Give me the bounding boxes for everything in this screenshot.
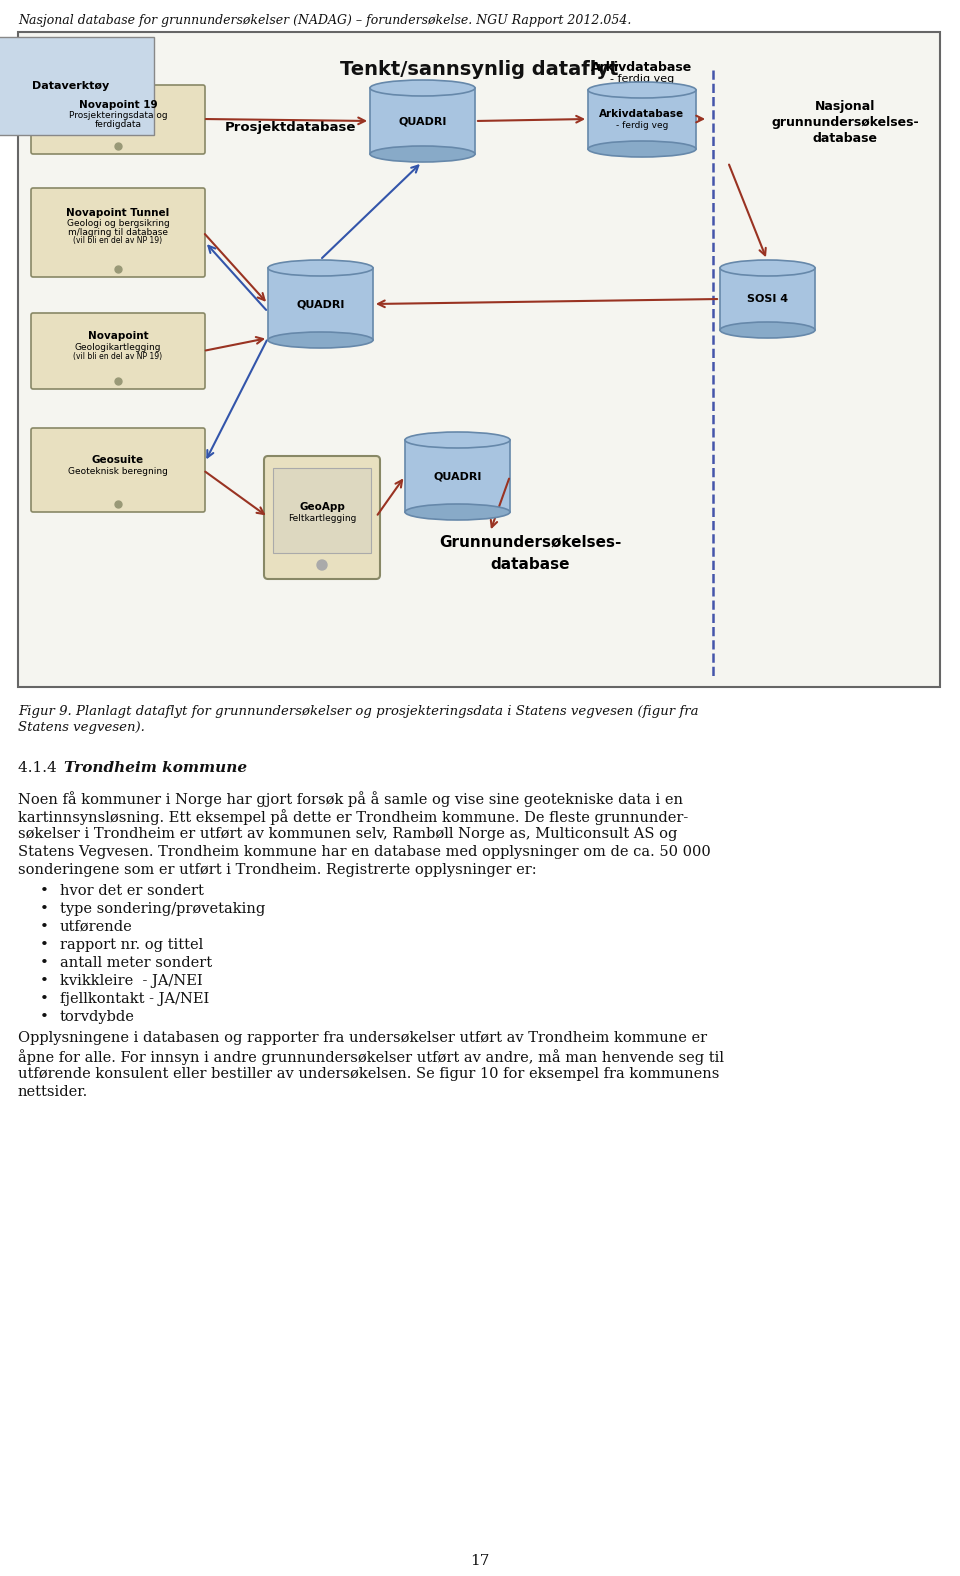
Ellipse shape	[268, 333, 373, 348]
Text: kvikkleire  - JA/NEI: kvikkleire - JA/NEI	[60, 974, 203, 988]
Text: Arkivdatabase: Arkivdatabase	[599, 109, 684, 118]
Text: Figur 9. Planlagt dataflyt for grunnundersøkelser og prosjekteringsdata i Staten: Figur 9. Planlagt dataflyt for grunnunde…	[18, 704, 699, 719]
Text: - ferdig veg: - ferdig veg	[615, 121, 668, 129]
Text: Trondheim kommune: Trondheim kommune	[64, 761, 247, 775]
Text: rapport nr. og tittel: rapport nr. og tittel	[60, 938, 204, 952]
Text: hvor det er sondert: hvor det er sondert	[60, 884, 204, 898]
Text: •: •	[40, 938, 49, 952]
Text: - ferdig veg: - ferdig veg	[610, 74, 674, 84]
Text: Geoteknisk beregning: Geoteknisk beregning	[68, 466, 168, 476]
Text: Geologikartlegging: Geologikartlegging	[75, 342, 161, 351]
Text: Prosjektdatabase: Prosjektdatabase	[225, 120, 356, 134]
Text: m/lagring til database: m/lagring til database	[68, 229, 168, 236]
Text: fjellkontakt - JA/NEI: fjellkontakt - JA/NEI	[60, 991, 209, 1005]
Text: QUADRI: QUADRI	[433, 471, 482, 481]
FancyBboxPatch shape	[31, 314, 205, 389]
Text: utførende: utførende	[60, 920, 132, 935]
Ellipse shape	[720, 260, 815, 276]
Text: Nasjonal database for grunnundersøkelser (NADAG) – forundersøkelse. NGU Rapport : Nasjonal database for grunnundersøkelser…	[18, 14, 632, 27]
FancyBboxPatch shape	[31, 188, 205, 277]
Text: •: •	[40, 974, 49, 988]
Text: QUADRI: QUADRI	[398, 117, 446, 126]
FancyBboxPatch shape	[18, 32, 940, 687]
Text: Geologi og bergsikring: Geologi og bergsikring	[66, 219, 169, 229]
Text: •: •	[40, 920, 49, 935]
Text: søkelser i Trondheim er utført av kommunen selv, Rambøll Norge as, Multiconsult : søkelser i Trondheim er utført av kommun…	[18, 827, 678, 842]
FancyBboxPatch shape	[588, 90, 696, 150]
Text: ferdigdata: ferdigdata	[94, 120, 141, 129]
Text: antall meter sondert: antall meter sondert	[60, 957, 212, 969]
FancyBboxPatch shape	[273, 468, 371, 553]
Text: Statens vegvesen).: Statens vegvesen).	[18, 720, 145, 734]
FancyBboxPatch shape	[31, 85, 205, 154]
Text: sonderingene som er utført i Trondheim. Registrerte opplysninger er:: sonderingene som er utført i Trondheim. …	[18, 864, 537, 876]
Text: kartinnsynsløsning. Ett eksempel på dette er Trondheim kommune. De fleste grunnu: kartinnsynsløsning. Ett eksempel på dett…	[18, 808, 688, 824]
Text: •: •	[40, 884, 49, 898]
Text: GeoApp: GeoApp	[300, 503, 345, 512]
FancyBboxPatch shape	[31, 429, 205, 512]
Text: Arkivdatabase: Arkivdatabase	[591, 61, 692, 74]
FancyBboxPatch shape	[405, 440, 510, 512]
Text: Feltkartlegging: Feltkartlegging	[288, 514, 356, 523]
Text: Novapoint Tunnel: Novapoint Tunnel	[66, 208, 170, 217]
Circle shape	[317, 559, 327, 571]
Text: 4.1.4: 4.1.4	[18, 761, 66, 775]
Ellipse shape	[268, 260, 373, 276]
Ellipse shape	[588, 82, 696, 98]
Text: Prosjekteringsdata og: Prosjekteringsdata og	[69, 110, 167, 120]
FancyBboxPatch shape	[720, 268, 815, 329]
Text: •: •	[40, 957, 49, 969]
Text: torvdybde: torvdybde	[60, 1010, 134, 1024]
Text: QUADRI: QUADRI	[297, 299, 345, 309]
Text: •: •	[40, 901, 49, 916]
Text: (vil bli en del av NP 19): (vil bli en del av NP 19)	[73, 351, 162, 361]
FancyBboxPatch shape	[370, 88, 475, 154]
FancyBboxPatch shape	[264, 455, 380, 578]
FancyBboxPatch shape	[268, 268, 373, 340]
Text: grunnundersøkelses-: grunnundersøkelses-	[771, 117, 919, 129]
Ellipse shape	[588, 140, 696, 158]
Ellipse shape	[370, 147, 475, 162]
Text: 17: 17	[470, 1554, 490, 1568]
Text: Novapoint: Novapoint	[87, 331, 148, 340]
Ellipse shape	[720, 322, 815, 337]
Text: Tenkt/sannsynlig dataflyt: Tenkt/sannsynlig dataflyt	[340, 60, 618, 79]
Text: database: database	[491, 556, 569, 572]
Text: åpne for alle. For innsyn i andre grunnundersøkelser utført av andre, må man hen: åpne for alle. For innsyn i andre grunnu…	[18, 1050, 724, 1065]
Text: Grunnundersøkelses-: Grunnundersøkelses-	[439, 534, 621, 550]
Text: type sondering/prøvetaking: type sondering/prøvetaking	[60, 901, 265, 916]
Text: Statens Vegvesen. Trondheim kommune har en database med opplysninger om de ca. 5: Statens Vegvesen. Trondheim kommune har …	[18, 845, 710, 859]
Text: utførende konsulent eller bestiller av undersøkelsen. Se figur 10 for eksempel f: utførende konsulent eller bestiller av u…	[18, 1067, 719, 1081]
Text: Nasjonal: Nasjonal	[815, 99, 876, 113]
Text: Novapoint 19: Novapoint 19	[79, 99, 157, 109]
Text: •: •	[40, 991, 49, 1005]
Ellipse shape	[405, 504, 510, 520]
Text: Dataverktøy: Dataverktøy	[32, 80, 109, 91]
Text: SOSI 4: SOSI 4	[747, 295, 788, 304]
Text: (vil bli en del av NP 19): (vil bli en del av NP 19)	[73, 236, 162, 244]
Text: Geosuite: Geosuite	[92, 455, 144, 465]
Text: database: database	[812, 132, 877, 145]
Text: Noen få kommuner i Norge har gjort forsøk på å samle og vise sine geotekniske da: Noen få kommuner i Norge har gjort forsø…	[18, 791, 683, 807]
Text: nettsider.: nettsider.	[18, 1084, 88, 1098]
Text: Opplysningene i databasen og rapporter fra undersøkelser utført av Trondheim kom: Opplysningene i databasen og rapporter f…	[18, 1031, 708, 1045]
Ellipse shape	[405, 432, 510, 448]
Text: •: •	[40, 1010, 49, 1024]
Ellipse shape	[370, 80, 475, 96]
